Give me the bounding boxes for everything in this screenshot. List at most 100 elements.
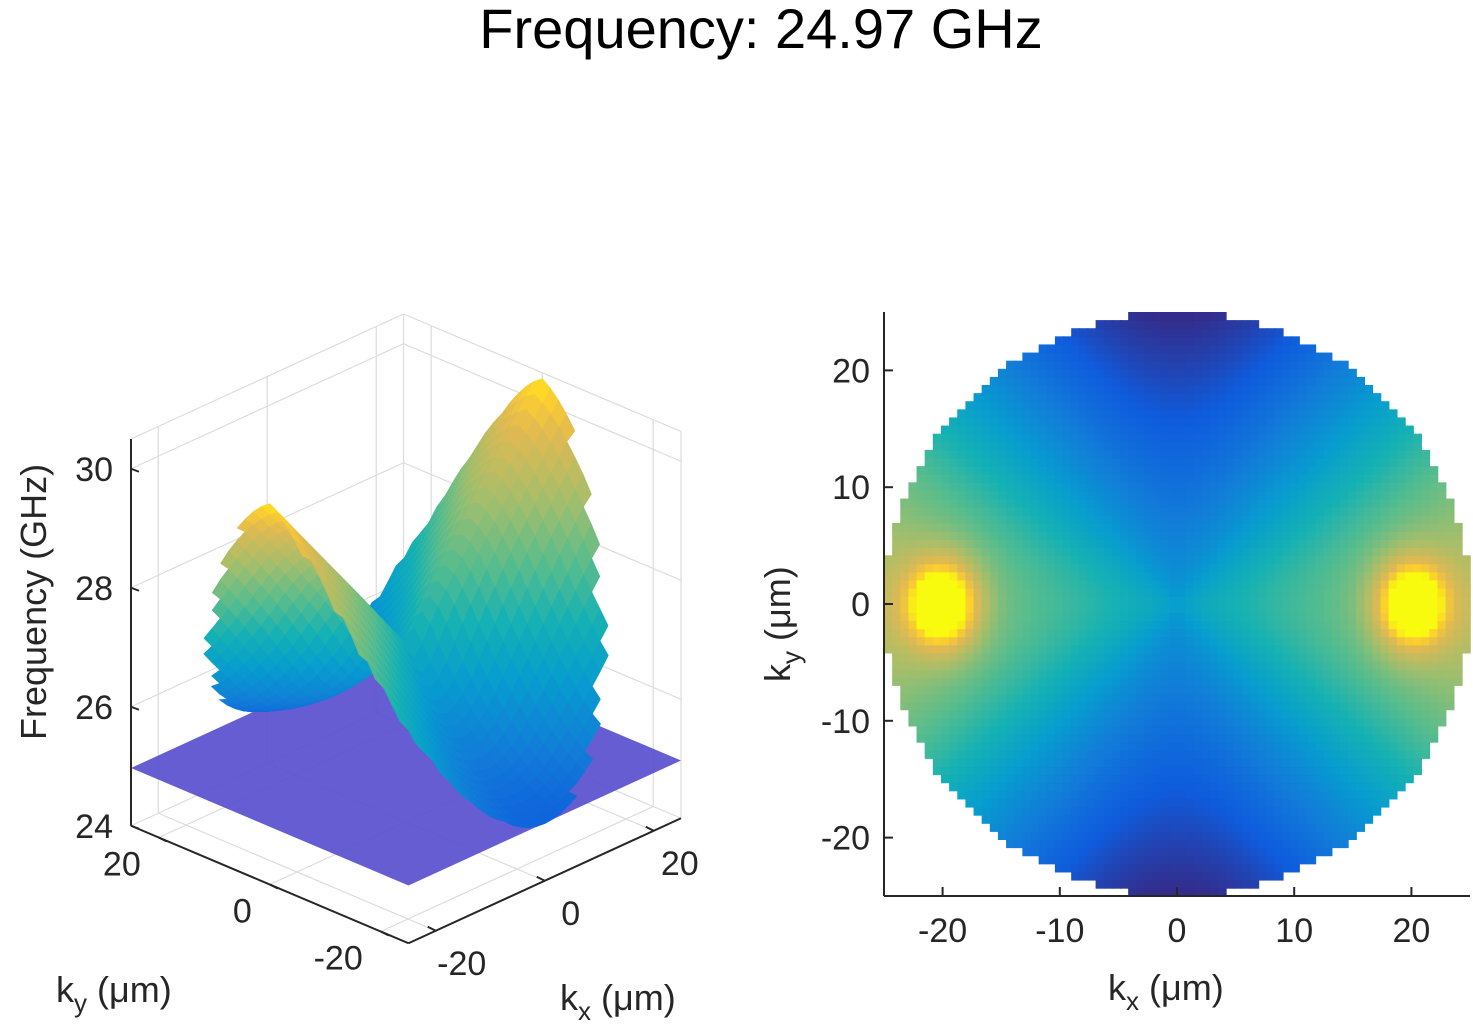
heatmap-cell <box>1095 741 1105 751</box>
heatmap-cell <box>1217 498 1227 508</box>
heatmap-cell <box>1144 668 1154 678</box>
heatmap-cell <box>1266 571 1276 581</box>
heatmap-cell <box>965 595 975 605</box>
heatmap-cell <box>1290 831 1300 841</box>
heatmap-cell <box>1372 522 1382 532</box>
heatmap-cell <box>1445 604 1455 613</box>
heatmap-cell <box>1071 571 1081 581</box>
heatmap-cell <box>1315 717 1325 727</box>
heatmap-cell <box>1282 774 1292 784</box>
heatmap-cell <box>1421 522 1431 532</box>
heatmap-cell <box>1323 644 1333 654</box>
heatmap-cell <box>1388 685 1398 695</box>
heatmap-cell <box>1339 790 1349 800</box>
heatmap-cell <box>1209 352 1219 362</box>
heatmap-cell <box>1307 571 1317 581</box>
heatmap-cell <box>1193 352 1203 362</box>
heatmap-cell <box>1388 482 1398 492</box>
heatmap-cell <box>1404 677 1414 686</box>
heatmap-cell <box>1128 741 1138 751</box>
heatmap-cell <box>1054 368 1064 378</box>
heatmap-cell <box>1103 490 1113 500</box>
heatmap-cell <box>1323 417 1333 427</box>
heatmap-cell <box>1404 490 1414 500</box>
heatmap-cell <box>1299 595 1309 605</box>
heatmap-cell <box>1429 685 1439 695</box>
heatmap-cell <box>1095 579 1105 589</box>
heatmap-cell <box>1185 774 1195 784</box>
heatmap-cell <box>1095 409 1105 419</box>
heatmap-cell <box>1144 766 1154 776</box>
heatmap-cell <box>1217 466 1227 476</box>
heatmap-cell <box>924 709 934 719</box>
heatmap-cell <box>1111 555 1121 565</box>
heatmap-cell <box>1396 547 1406 557</box>
heatmap-cell <box>989 750 999 759</box>
heatmap-cell <box>1201 571 1211 581</box>
heatmap-cell <box>989 660 999 670</box>
heatmap-cell <box>1168 320 1178 330</box>
heatmap-cell <box>997 595 1007 605</box>
heatmap-cell <box>1282 547 1292 557</box>
heatmap-cell <box>1233 441 1243 451</box>
heatmap-cell <box>1095 336 1105 346</box>
heatmap-cell <box>957 587 967 597</box>
heatmap-cell <box>1030 758 1040 768</box>
heatmap-cell <box>1120 522 1129 532</box>
y-tick-2 <box>158 836 168 843</box>
heatmap-cell <box>1437 522 1447 532</box>
heatmap-cell <box>1364 571 1374 581</box>
heatmap-cell <box>1079 385 1089 394</box>
heatmap-cell <box>1372 806 1382 816</box>
heatmap-cell <box>1103 774 1113 784</box>
heatmap-cell <box>1331 823 1341 832</box>
heatmap-cell <box>1193 320 1203 330</box>
surface-patch <box>472 802 489 817</box>
heatmap-cell <box>1233 855 1243 865</box>
heatmap-cell <box>997 490 1007 500</box>
heatmap-cell <box>1437 514 1447 524</box>
heatmap-cell <box>1274 871 1284 881</box>
heatmap-cell <box>1217 320 1227 330</box>
heatmap-cell <box>1307 733 1317 743</box>
heatmap-cell <box>1136 433 1146 443</box>
heatmap-cell <box>1274 458 1284 467</box>
heatmap-cell <box>1006 628 1016 638</box>
heatmap-cell <box>1258 847 1268 857</box>
y-axis-label-unit: (μm) <box>87 969 172 1010</box>
heatmap-cell <box>1413 677 1422 686</box>
heatmap-cell <box>1380 579 1390 589</box>
heatmap-cell <box>1128 628 1138 638</box>
heatmap-cell <box>1396 644 1406 654</box>
heatmap-cell <box>997 409 1007 419</box>
heatmap-cell <box>1233 482 1243 492</box>
heatmap-cell <box>1046 668 1056 678</box>
heatmap-cell <box>884 620 893 630</box>
heatmap-cell <box>1396 782 1406 792</box>
heatmap-cell <box>1242 376 1252 386</box>
heatmap-cell <box>1152 709 1162 719</box>
heatmap-cell <box>1144 385 1154 394</box>
heatmap-cell <box>916 604 926 613</box>
heatmap-cell <box>1217 587 1227 597</box>
heatmap-cell <box>1201 595 1211 605</box>
surface-patch <box>447 779 465 798</box>
heatmap-cell <box>892 628 902 638</box>
heatmap-cell <box>1404 774 1414 784</box>
heatmap-cell <box>1217 847 1227 857</box>
heatmap-cell <box>1242 677 1252 686</box>
heatmap-cell <box>1299 409 1309 419</box>
heatmap-cell <box>1193 417 1203 427</box>
heatmap-cell <box>1429 498 1439 508</box>
heatmap-cell <box>1396 750 1406 759</box>
heatmap-cell <box>1225 466 1235 476</box>
heatmap-cell <box>1046 514 1056 524</box>
heatmap-cell <box>1429 709 1439 719</box>
heatmap-cell <box>1266 620 1276 630</box>
heatmap-cell <box>1128 563 1138 573</box>
heatmap-cell <box>1160 466 1170 476</box>
heatmap-cell <box>1356 806 1365 816</box>
heatmap-cell <box>1152 847 1162 857</box>
heatmap-cell <box>1038 490 1048 500</box>
heatmap-cell <box>1168 409 1178 419</box>
